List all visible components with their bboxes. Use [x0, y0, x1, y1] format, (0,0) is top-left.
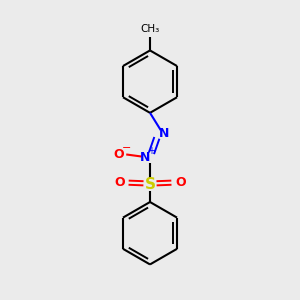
Text: N: N: [158, 127, 169, 140]
Text: O: O: [114, 148, 124, 161]
Text: N: N: [140, 151, 150, 164]
Text: −: −: [122, 143, 131, 153]
Text: O: O: [175, 176, 186, 189]
Text: CH₃: CH₃: [140, 24, 160, 34]
Text: O: O: [114, 176, 125, 189]
Text: S: S: [145, 177, 155, 192]
Text: +: +: [148, 146, 155, 156]
